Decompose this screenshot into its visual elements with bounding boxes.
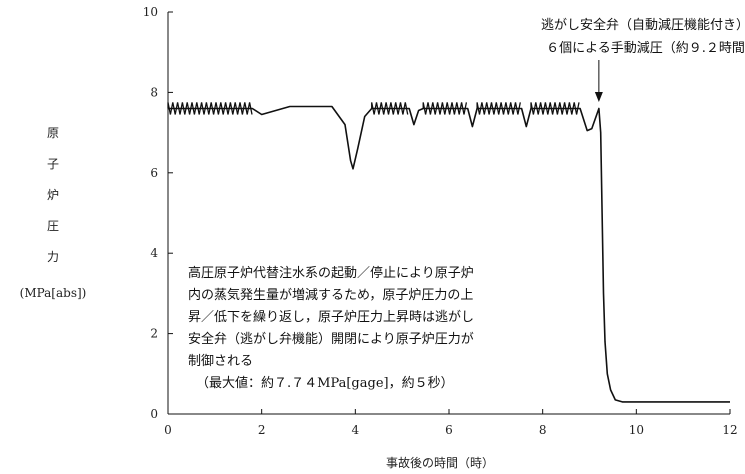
x-tick-label: 10	[629, 423, 644, 437]
y-axis-unit: (MPa[abs])	[20, 286, 87, 300]
arrow-label-line1: 逃がし安全弁（自動減圧機能付き）	[541, 17, 745, 33]
y-tick-label: 0	[150, 407, 158, 421]
box-line-1: 高圧原子炉代替注水系の起動／停止により原子炉	[188, 265, 474, 281]
x-axis-label: 事故後の時間（時）	[386, 455, 494, 470]
y-axis-label-char: 原	[47, 126, 59, 140]
oscillation-band	[476, 102, 521, 115]
oscillation-band	[371, 102, 409, 115]
box-line-4: 安全弁（逃がし弁機能）開閉により原子炉圧力が	[188, 331, 474, 347]
y-axis-label-char: 圧	[47, 219, 59, 233]
y-tick-label: 2	[150, 327, 158, 341]
box-line-2: 内の蒸気発生量が増減するため，原子炉圧力の上	[188, 287, 473, 303]
y-tick-label: 10	[143, 5, 158, 19]
oscillation-band	[530, 102, 580, 115]
oscillation-band	[422, 102, 468, 115]
series-line	[168, 105, 730, 403]
series-layer	[167, 102, 730, 403]
y-axis-label: 原子炉圧力	[47, 126, 59, 264]
oscillation-band	[167, 102, 253, 115]
y-tick-label: 4	[150, 246, 158, 260]
x-tick-label: 12	[722, 423, 737, 437]
box-line-5: 制御される	[188, 354, 253, 369]
x-tick-label: 2	[258, 423, 266, 437]
y-axis-label-char: 炉	[47, 188, 59, 202]
axis-ticks: 0 2 4 6 8 10 12 0 2 4 6 8 10	[143, 5, 738, 437]
y-axis-label-char: 力	[47, 250, 59, 264]
y-axis-label-char: 子	[47, 157, 59, 171]
arrow-label-line2: ６個による手動減圧（約９.２時間）	[546, 40, 745, 56]
y-tick-label: 6	[150, 166, 158, 180]
annotation-box: 高圧原子炉代替注水系の起動／停止により原子炉 内の蒸気発生量が増減するため，原子…	[188, 265, 474, 391]
x-tick-label: 0	[164, 423, 172, 437]
x-tick-label: 4	[352, 423, 360, 437]
box-line-3: 昇／低下を繰り返し，原子炉圧力上昇時は逃がし	[188, 310, 474, 325]
y-tick-label: 8	[150, 85, 158, 99]
x-tick-label: 6	[445, 423, 453, 437]
annotation-arrow-head	[594, 92, 603, 102]
box-line-6: （最大値：約７.７４MPa[gage]，約５秒）	[196, 375, 454, 391]
x-tick-label: 8	[539, 423, 547, 437]
